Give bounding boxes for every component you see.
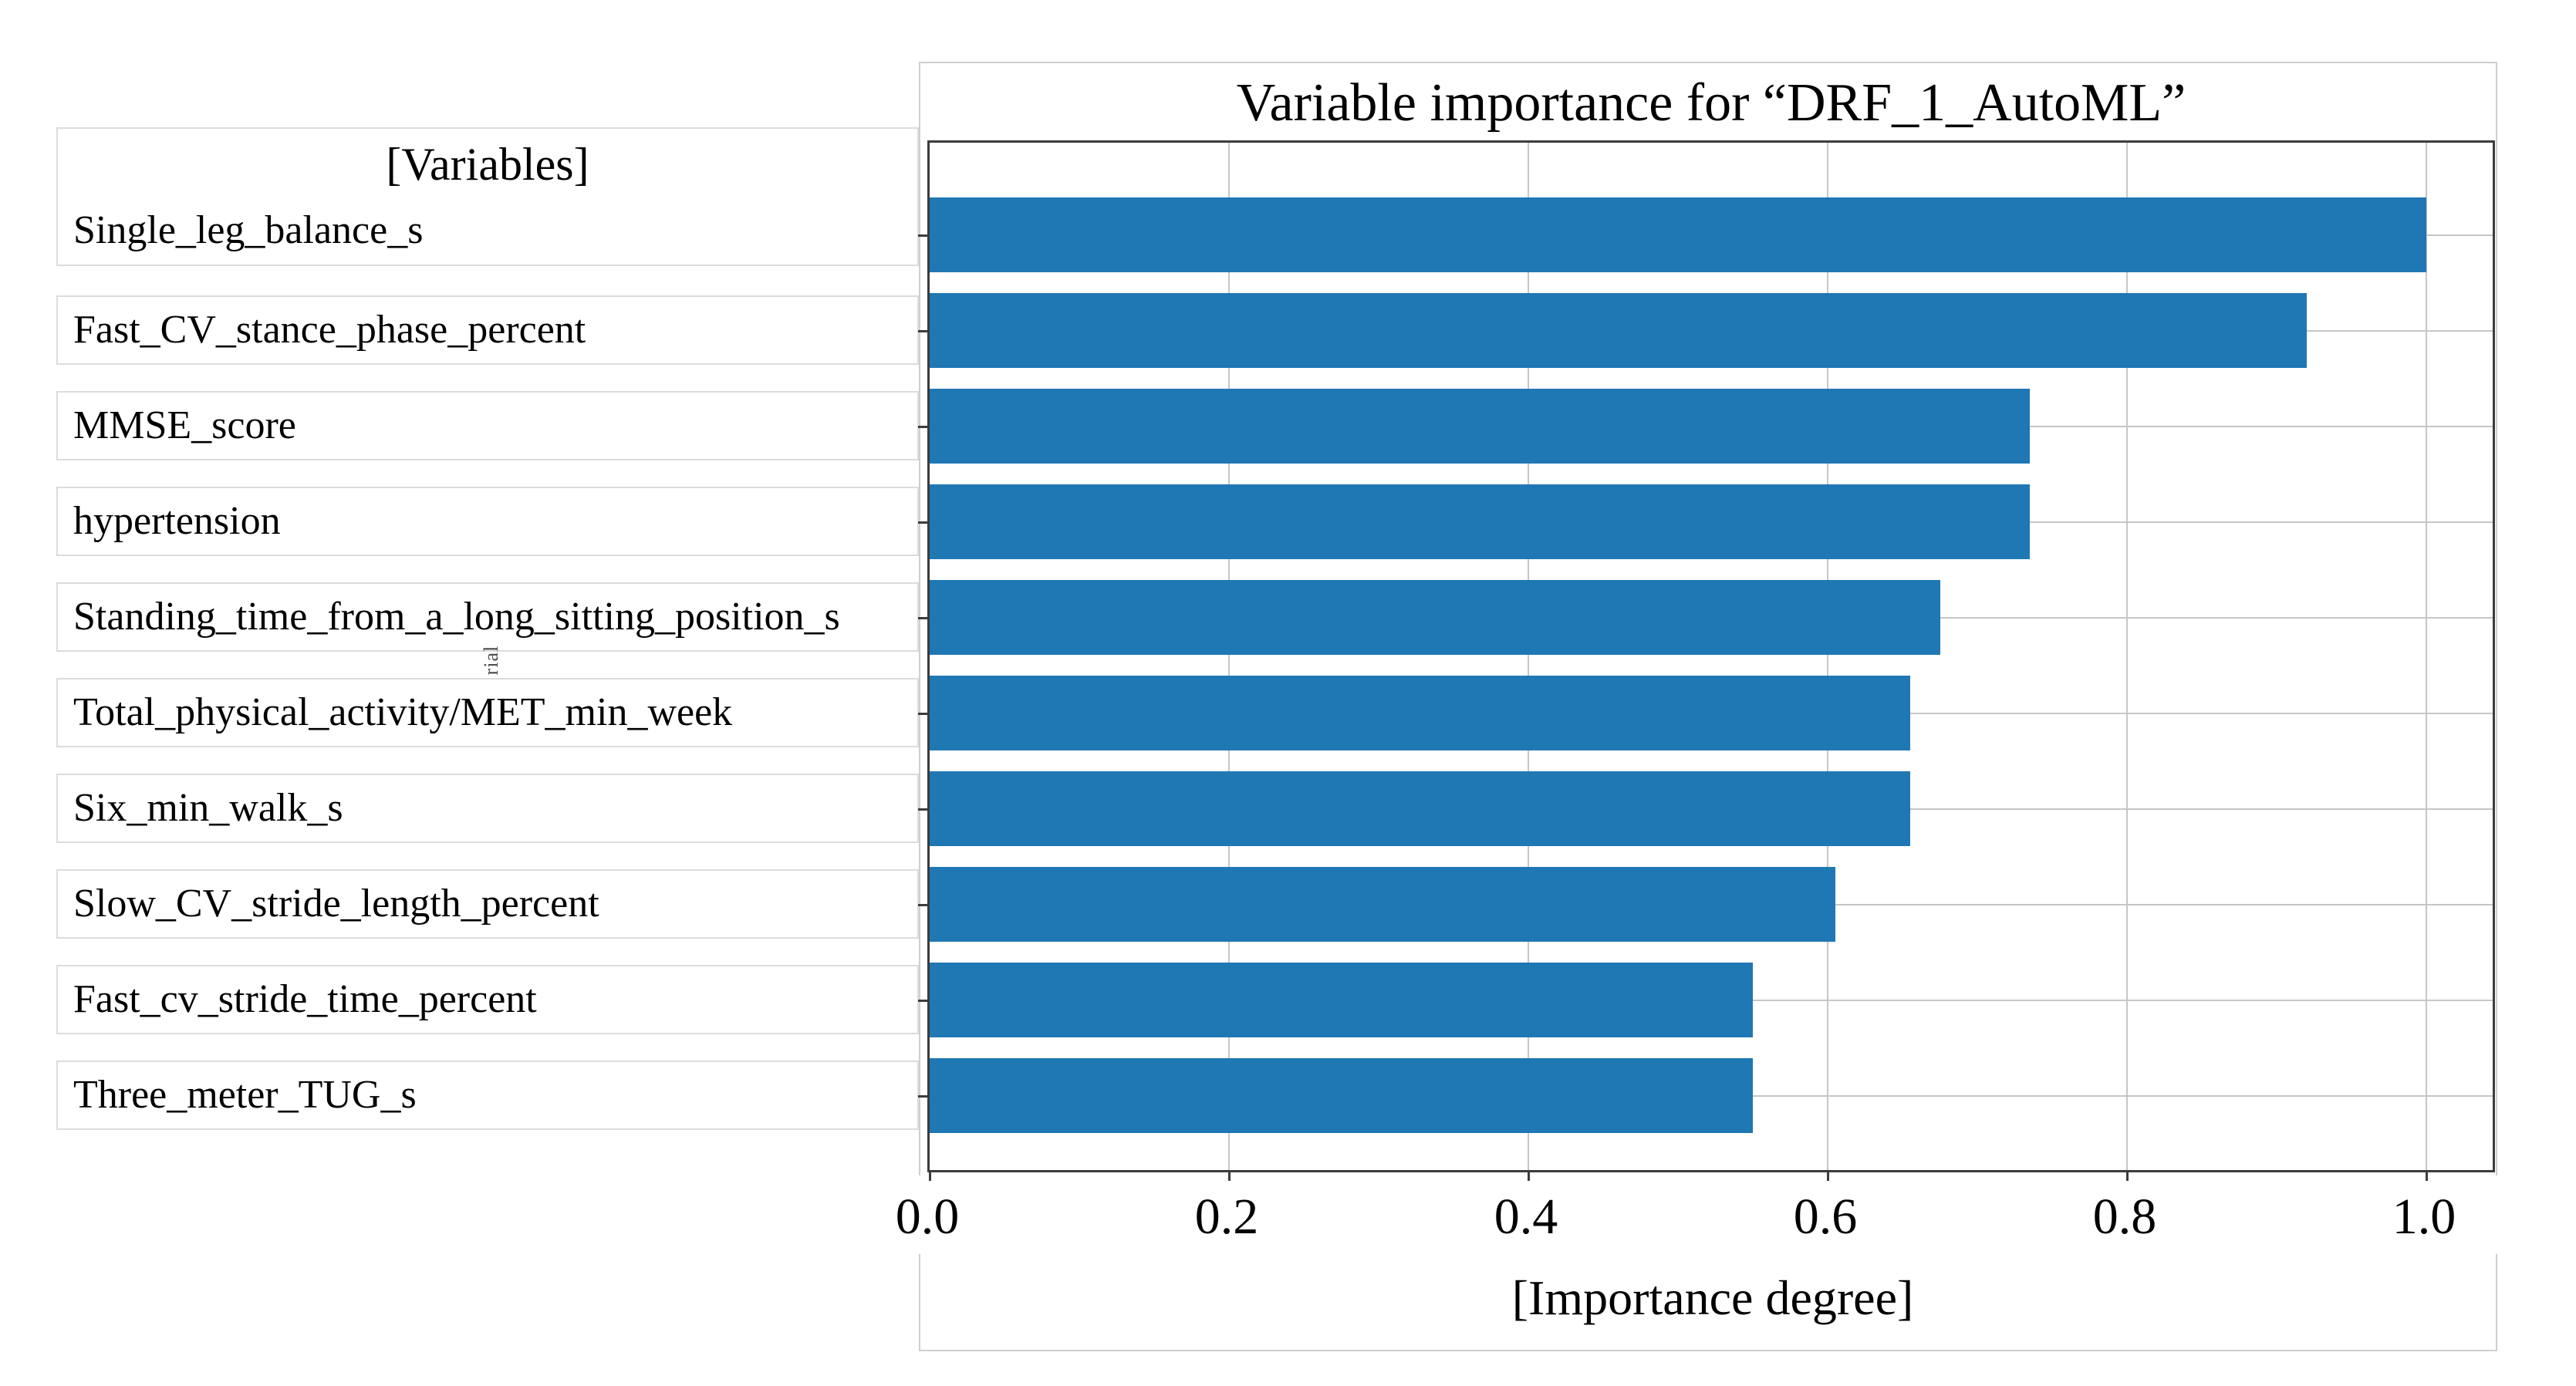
variable-label-MMSE_score: MMSE_score [73,403,296,447]
vertical-gridline-1.0 [2426,143,2427,1170]
importance-bar-Fast_cv_stride_time_percent [930,963,1753,1037]
x-tick-label-0.2: 0.2 [1194,1189,1259,1245]
vertical-gridline-0.8 [2126,143,2128,1170]
importance-bar-Six_min_walk_s [930,771,1910,846]
y-tick-mark [918,234,928,237]
x-axis-tick-labels: 0.0 0.2 0.4 0.6 0.8 1.0 [849,1175,2517,1254]
plot-area [918,140,2495,1181]
variable-label-Standing_time_from_a_long_sitting_position_s: Standing_time_from_a_long_sitting_positi… [73,595,840,639]
x-tick-label-0.8: 0.8 [2092,1189,2157,1245]
x-tick-mark-0.6 [1827,1172,1829,1181]
importance-bar-Fast_CV_stance_phase_percent [930,293,2307,368]
y-tick-mark [918,1000,928,1002]
importance-bar-MMSE_score [930,389,2030,464]
vertical-gridline-0.4 [1528,143,1529,1170]
variable-row-box: MMSE_score [56,391,919,460]
vertical-gridline-0.6 [1827,143,1828,1170]
importance-bar-Standing_time_from_a_long_sitting_position_s [930,580,1940,655]
importance-bar-Slow_CV_stride_length_percent [930,867,1835,942]
x-tick-mark-0.0 [929,1172,931,1181]
variables-header-box: [Variables] Single_leg_balance_s [56,127,919,266]
importance-bar-Single_leg_balance_s [930,197,2426,272]
chart-title: Variable importance for “DRF_1_AutoML” [1236,73,2186,133]
x-axis-title: [Importance degree] [941,1255,2484,1348]
y-tick-mark [918,521,928,524]
clipped-rotated-axis-text: rial [480,645,502,676]
variable-row-box: hypertension [56,487,919,556]
y-tick-mark [918,808,928,811]
variable-row-box: Six_min_walk_s [56,774,919,843]
y-tick-mark [918,426,928,428]
y-tick-mark [918,1095,928,1098]
variable-label-Single_leg_balance_s: Single_leg_balance_s [73,208,424,252]
importance-bar-Three_meter_TUG_s [930,1058,1753,1133]
vertical-gridline-0.2 [1228,143,1230,1170]
x-tick-mark-0.8 [2126,1172,2129,1181]
x-tick-mark-0.2 [1228,1172,1231,1181]
x-tick-label-0.6: 0.6 [1793,1189,1858,1245]
variable-row-box: Fast_cv_stride_time_percent [56,965,919,1034]
y-tick-mark [918,330,928,332]
variable-row-box: Total_physical_activity/MET_min_week [56,678,919,747]
variable-label-hypertension: hypertension [73,499,281,543]
variable-label-Six_min_walk_s: Six_min_walk_s [73,786,343,830]
variable-row-box: Fast_CV_stance_phase_percent [56,295,919,365]
x-tick-label-0.0: 0.0 [895,1189,960,1245]
variable-label-Slow_CV_stride_length_percent: Slow_CV_stride_length_percent [73,882,599,926]
variable-label-Three_meter_TUG_s: Three_meter_TUG_s [73,1073,417,1117]
variable-row-box: Slow_CV_stride_length_percent [56,869,919,939]
importance-bar-hypertension [930,484,2030,559]
y-tick-mark [918,904,928,906]
x-tick-label-1.0: 1.0 [2392,1189,2456,1245]
y-tick-mark [918,617,928,619]
variable-label-Fast_cv_stride_time_percent: Fast_cv_stride_time_percent [73,977,537,1021]
importance-bar-Total_physical_activity/MET_min_week [930,676,1910,750]
x-tick-label-0.4: 0.4 [1494,1189,1558,1245]
x-tick-mark-0.4 [1528,1172,1530,1181]
variables-column-header: [Variables] [386,139,589,190]
y-tick-mark [918,713,928,715]
variable-label-Total_physical_activity/MET_min_week: Total_physical_activity/MET_min_week [73,690,733,734]
x-tick-mark-1.0 [2426,1172,2428,1181]
variable-label-Fast_CV_stance_phase_percent: Fast_CV_stance_phase_percent [73,308,586,352]
variable-row-box: Three_meter_TUG_s [56,1061,919,1130]
variable-row-box: Standing_time_from_a_long_sitting_positi… [56,582,919,652]
